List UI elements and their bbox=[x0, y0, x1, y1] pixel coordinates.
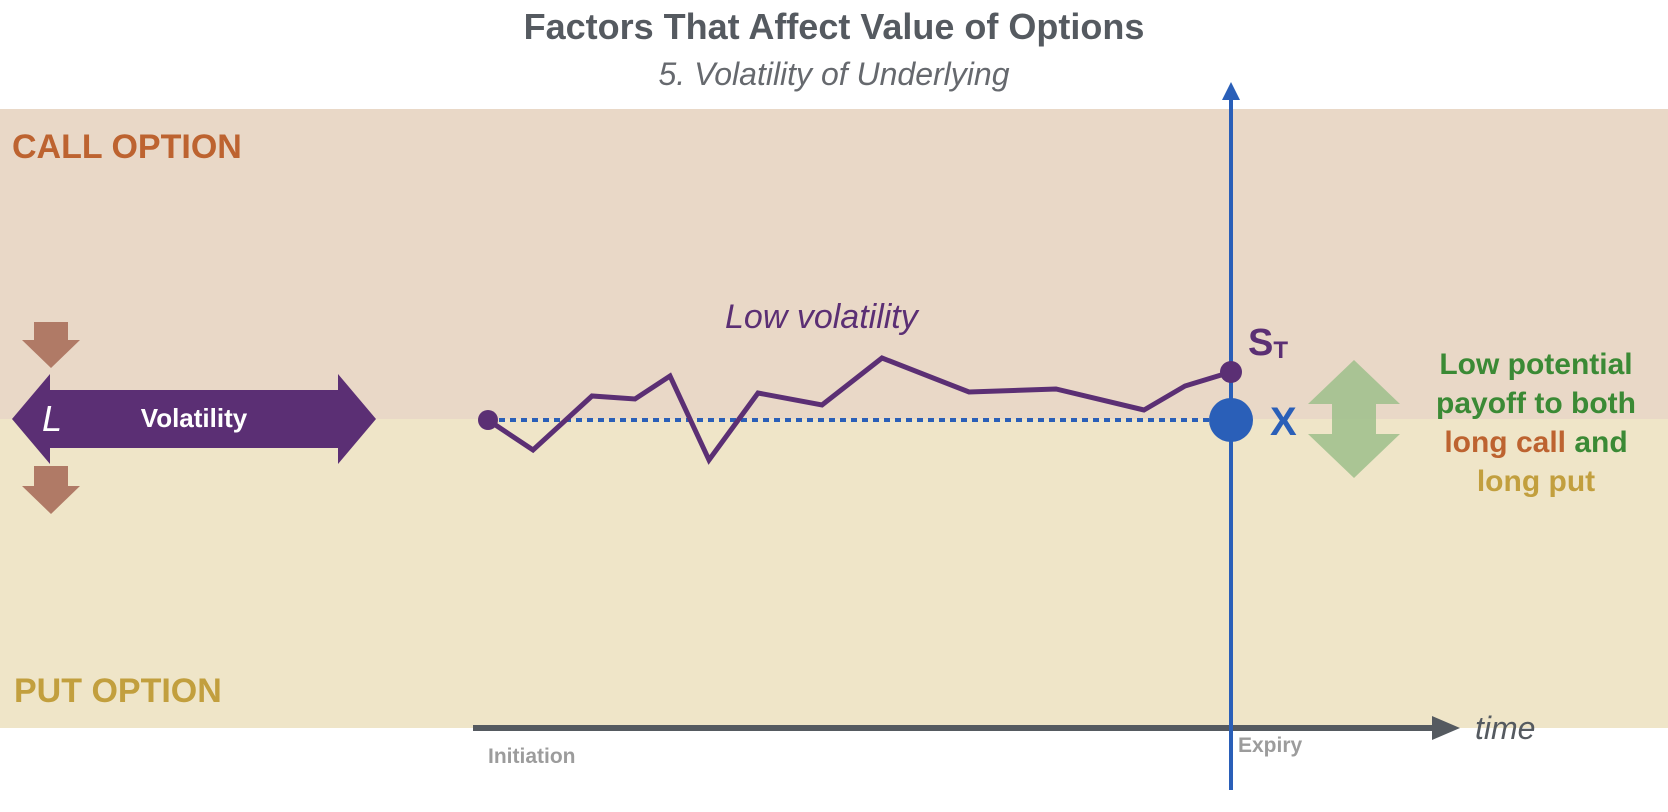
initiation-dot bbox=[478, 410, 498, 430]
st-label: ST bbox=[1248, 322, 1288, 365]
payoff-line-1: Low potential bbox=[1439, 348, 1633, 381]
volatility-letter: L bbox=[42, 398, 63, 439]
strike-price-dot bbox=[1209, 398, 1253, 442]
page-title: Factors That Affect Value of Options bbox=[523, 6, 1145, 47]
call-option-region bbox=[0, 109, 1668, 419]
page-subtitle: 5. Volatility of Underlying bbox=[658, 56, 1010, 92]
payoff-description: Low potential payoff to both long call a… bbox=[1418, 345, 1654, 501]
put-option-label: PUT OPTION bbox=[14, 672, 222, 710]
low-volatility-label: Low volatility bbox=[725, 298, 918, 336]
st-main: S bbox=[1248, 322, 1274, 364]
down-arrow-bottom-icon bbox=[22, 466, 80, 514]
payoff-line-2: payoff to both bbox=[1436, 387, 1636, 420]
payoff-and: and bbox=[1566, 426, 1628, 459]
payoff-long-call: long call bbox=[1444, 426, 1566, 459]
expiry-label: Expiry bbox=[1238, 734, 1303, 757]
volatility-label: Volatility bbox=[140, 403, 248, 433]
underlying-price-path bbox=[486, 355, 1232, 465]
st-price-dot bbox=[1220, 361, 1242, 383]
payoff-long-put: long put bbox=[1476, 465, 1596, 498]
down-arrow-top-icon bbox=[22, 322, 80, 368]
payoff-double-arrow-icon bbox=[1308, 360, 1400, 478]
volatility-double-arrow-icon bbox=[12, 374, 376, 464]
time-axis-label: time bbox=[1475, 710, 1536, 746]
put-option-region bbox=[0, 419, 1668, 728]
payoff-line-3: long call and bbox=[1418, 423, 1654, 462]
time-axis-arrowhead-icon bbox=[1432, 716, 1460, 740]
call-option-label: CALL OPTION bbox=[12, 128, 242, 166]
strike-x-label: X bbox=[1270, 400, 1297, 444]
initiation-label: Initiation bbox=[488, 745, 576, 768]
expiry-axis-arrowhead-icon bbox=[1222, 82, 1240, 100]
st-subscript: T bbox=[1273, 337, 1289, 364]
